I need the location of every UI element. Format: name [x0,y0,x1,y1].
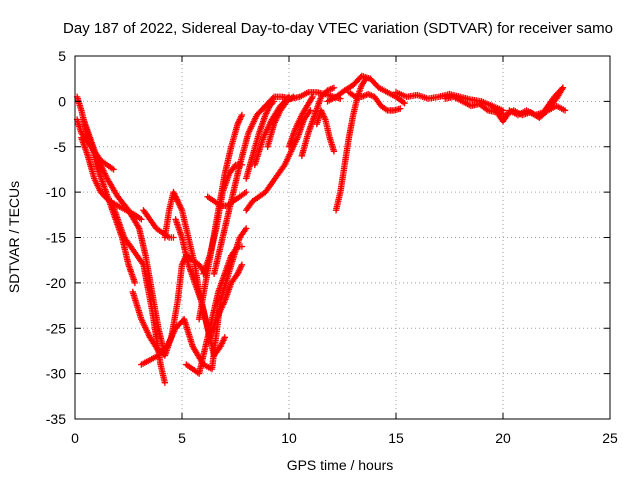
data-point [238,111,246,119]
y-tick-label: -15 [46,230,66,246]
data-point [308,95,315,102]
series-arc-25 [345,89,404,114]
x-axis-label: GPS time / hours [287,457,394,473]
data-point [399,98,407,106]
data-point [238,243,246,250]
data-point [131,279,139,287]
x-tick-label: 5 [178,430,186,446]
data-point [504,111,511,119]
data-point [138,216,145,223]
data-point [170,234,177,241]
data-point [221,334,228,341]
x-tick-label: 25 [602,430,618,446]
y-tick-label: 5 [58,48,66,64]
series-arc-16 [243,107,314,214]
data-point [290,93,297,101]
series-arc-20 [285,93,316,150]
data-point [161,379,169,386]
y-tick-label: -20 [46,275,66,291]
data-point [243,225,250,232]
data-point [243,188,250,196]
data-marks [73,72,569,386]
x-tick-label: 20 [495,430,511,446]
series-arc-22 [313,107,338,155]
series-arc-4 [80,116,169,359]
data-point [397,105,404,112]
series-arc-23 [332,75,370,214]
axis-ticks: 0 5 10 15 20 25 5 0 -5 -10 -15 -20 -25 -30 -35 [46,48,618,446]
data-point [561,107,569,114]
chart-title: Day 187 of 2022, Sidereal Day-to-day VTE… [63,20,613,37]
series-arc-21 [298,84,338,160]
data-point [330,84,338,91]
y-tick-label: -10 [46,184,66,200]
data-point [238,261,246,268]
x-tick-label: 0 [71,430,79,446]
data-point [401,99,408,107]
series-arc-5 [108,198,169,386]
data-point [110,166,117,173]
y-axis-label: SDTVAR / TECUs [6,181,22,293]
data-point [483,106,490,113]
y-tick-label: -30 [46,366,66,382]
series-arc-30 [489,102,511,125]
data-point [559,84,567,91]
series-arc-19 [264,93,297,150]
y-tick-label: 0 [58,93,66,109]
series-arc-29 [538,84,567,119]
y-tick-label: -25 [46,320,66,336]
data-point [330,148,338,155]
series-arc-24 [324,72,408,107]
series-arc-11 [183,243,246,377]
y-tick-label: -5 [54,139,67,155]
x-tick-label: 15 [388,430,404,446]
data-point [309,93,316,101]
data-point [307,107,314,114]
x-tick-label: 10 [281,430,297,446]
y-tick-label: -35 [46,411,66,427]
data-point [270,98,278,105]
